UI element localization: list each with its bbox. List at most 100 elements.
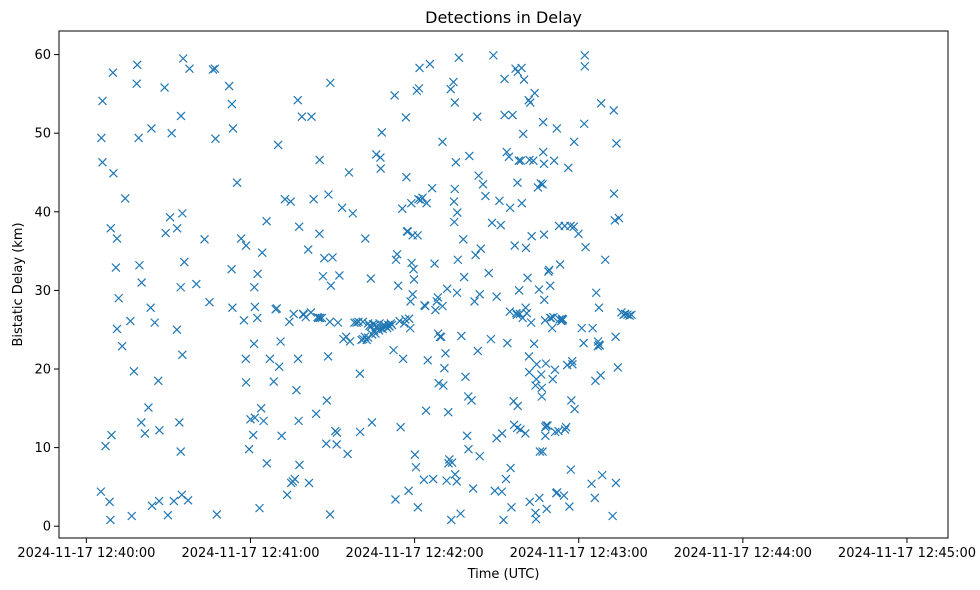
- data-point: [257, 248, 267, 258]
- data-point: [392, 249, 402, 259]
- data-point: [511, 308, 521, 318]
- data-point: [531, 514, 541, 524]
- data-point: [303, 245, 313, 254]
- data-point: [395, 316, 404, 326]
- data-point: [499, 515, 508, 525]
- data-point: [610, 216, 620, 225]
- data-point: [535, 447, 545, 456]
- data-point: [470, 296, 479, 306]
- data-point: [550, 365, 560, 375]
- data-point: [136, 418, 146, 427]
- data-point: [405, 323, 415, 333]
- data-point: [502, 338, 512, 348]
- data-point: [538, 447, 548, 456]
- data-point: [191, 279, 201, 289]
- data-point: [176, 282, 186, 292]
- data-point: [127, 511, 137, 521]
- data-point: [292, 385, 301, 395]
- y-tick-label: 40: [34, 205, 51, 220]
- data-point: [574, 229, 583, 239]
- data-point: [161, 228, 171, 238]
- data-point: [541, 359, 551, 368]
- data-point: [518, 129, 528, 139]
- data-point: [533, 182, 543, 192]
- data-point: [212, 509, 222, 519]
- data-point: [456, 509, 465, 519]
- data-point: [390, 91, 400, 100]
- data-point: [537, 392, 547, 401]
- data-point: [490, 486, 500, 496]
- data-point: [505, 203, 515, 213]
- data-point: [249, 339, 259, 349]
- data-point: [464, 444, 473, 454]
- data-point: [622, 310, 632, 320]
- data-point: [484, 268, 494, 278]
- data-point: [282, 490, 292, 500]
- data-point: [106, 515, 115, 525]
- data-point: [397, 204, 407, 214]
- data-point: [176, 447, 186, 456]
- data-point: [410, 450, 420, 460]
- data-point: [588, 323, 598, 333]
- data-point: [208, 65, 218, 74]
- data-point: [497, 429, 507, 438]
- x-axis-ticks: 2024-11-17 12:40:00 2024-11-17 12:41:00 20…: [17, 538, 976, 561]
- data-point: [516, 156, 526, 166]
- data-point: [304, 478, 314, 488]
- data-point: [421, 406, 431, 416]
- y-axis-ticks: 0 10 20 30 40 50 60: [34, 48, 59, 535]
- data-points: [96, 50, 636, 525]
- data-point: [393, 281, 403, 291]
- data-point: [558, 315, 568, 324]
- data-point: [280, 194, 290, 204]
- data-point: [554, 426, 563, 436]
- data-point: [289, 309, 299, 319]
- data-point: [530, 88, 540, 98]
- data-point: [435, 332, 445, 342]
- data-point: [307, 112, 316, 122]
- data-point: [442, 476, 452, 486]
- data-point: [154, 425, 164, 435]
- x-axis-label: Time (UTC): [467, 567, 540, 582]
- data-point: [561, 422, 571, 432]
- data-point: [169, 496, 179, 506]
- data-point: [241, 354, 251, 364]
- data-point: [461, 372, 470, 382]
- x-tick-label: 2024-11-17 12:45:00: [838, 546, 976, 561]
- data-point: [185, 64, 194, 74]
- y-tick-label: 60: [34, 48, 51, 63]
- data-point: [525, 98, 535, 107]
- data-point: [363, 333, 373, 342]
- data-point: [436, 332, 446, 342]
- data-point: [587, 479, 597, 489]
- data-point: [453, 255, 463, 265]
- data-point: [507, 502, 516, 512]
- data-point: [414, 83, 424, 93]
- data-point: [344, 168, 354, 177]
- data-point: [516, 425, 525, 434]
- data-point: [468, 484, 478, 493]
- data-point: [250, 302, 260, 312]
- data-point: [544, 265, 554, 275]
- data-point: [450, 98, 460, 107]
- y-tick-label: 50: [34, 127, 51, 142]
- data-point: [596, 370, 606, 380]
- data-point: [552, 487, 562, 497]
- data-point: [345, 337, 355, 346]
- data-point: [446, 84, 456, 94]
- data-point: [500, 110, 510, 120]
- data-point: [407, 258, 417, 268]
- data-point: [250, 413, 260, 423]
- data-point: [311, 409, 321, 419]
- data-point: [517, 198, 527, 208]
- data-point: [505, 307, 515, 317]
- data-point: [249, 282, 259, 292]
- data-point: [389, 345, 398, 355]
- data-point: [486, 334, 496, 344]
- chart-title: Detections in Delay: [425, 8, 582, 27]
- data-point: [449, 197, 459, 206]
- data-point: [297, 112, 307, 122]
- data-point: [566, 465, 576, 475]
- data-point: [476, 244, 486, 254]
